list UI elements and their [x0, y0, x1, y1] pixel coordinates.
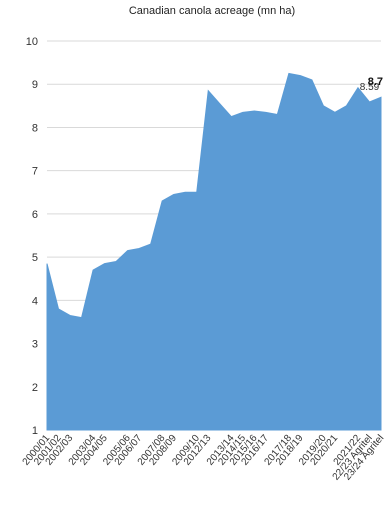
plot-area	[46, 72, 382, 431]
y-tick-label: 2	[32, 382, 38, 394]
y-tick-label: 3	[32, 339, 38, 351]
y-tick-label: 5	[32, 252, 38, 264]
x-axis-ticks: 2000/012001/022002/032003/042004/052005/…	[21, 433, 384, 483]
y-axis-ticks: 1 2 3 4 5 6 7 8 9 10	[26, 36, 38, 437]
data-label: 8.7	[368, 76, 383, 88]
area-series	[46, 72, 382, 431]
y-tick-label: 7	[32, 166, 38, 178]
y-tick-label: 10	[26, 36, 38, 48]
y-tick-label: 8	[32, 122, 38, 134]
y-tick-label: 9	[32, 79, 38, 91]
y-tick-label: 1	[32, 425, 38, 437]
chart-title: Canadian canola acreage (mn ha)	[129, 5, 295, 17]
data-labels: 8.598.7	[360, 76, 383, 93]
y-tick-label: 4	[32, 295, 38, 307]
y-tick-label: 6	[32, 209, 38, 221]
data-label: 8.59	[360, 82, 380, 93]
